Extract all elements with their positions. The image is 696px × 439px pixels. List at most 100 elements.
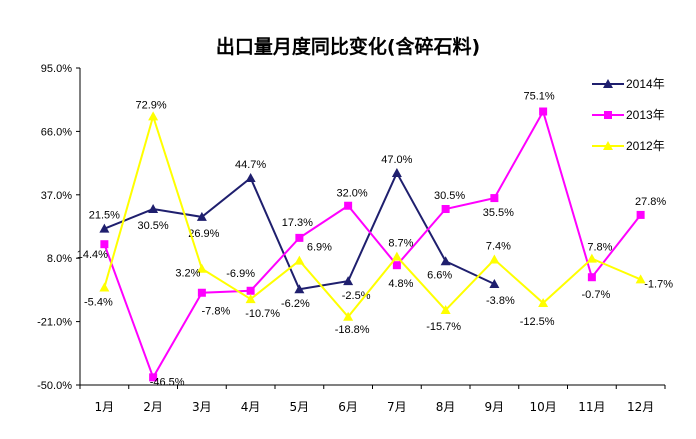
data-point xyxy=(245,294,256,304)
legend-item-2012: 2012年 xyxy=(592,130,682,161)
data-label: -6.2% xyxy=(281,298,310,310)
data-label: 27.8% xyxy=(635,196,666,208)
x-tick-label: 1月 xyxy=(95,400,115,414)
data-point xyxy=(149,373,158,382)
legend-label-2013: 2013年 xyxy=(626,108,665,122)
data-label: -1.7% xyxy=(644,278,673,290)
legend-key-2014 xyxy=(592,78,624,90)
data-point xyxy=(392,261,401,270)
data-label: 30.5% xyxy=(434,190,465,202)
data-label: 35.5% xyxy=(483,207,514,219)
data-point xyxy=(391,167,402,177)
x-tick-label: 3月 xyxy=(192,400,212,414)
y-tick-label: 95.0% xyxy=(41,63,72,75)
data-label: 26.9% xyxy=(188,228,219,240)
x-tick-label: 4月 xyxy=(241,400,261,414)
data-point xyxy=(245,172,256,182)
x-tick-label: 11月 xyxy=(578,400,605,414)
data-label: -46.5% xyxy=(150,376,185,388)
y-tick-label: 8.0% xyxy=(47,253,72,265)
data-label: 14.4% xyxy=(77,249,108,261)
data-label: -3.8% xyxy=(486,295,515,307)
data-point xyxy=(440,256,451,266)
x-tick-label: 5月 xyxy=(290,400,310,414)
series-line-2013年 xyxy=(103,108,642,380)
data-label: 4.8% xyxy=(388,278,413,290)
triangle-marker-icon xyxy=(603,140,613,150)
data-point xyxy=(343,276,354,286)
triangle-marker-icon xyxy=(603,78,613,88)
data-label: 3.2% xyxy=(175,268,200,280)
data-label: 30.5% xyxy=(138,220,169,232)
data-label: 72.9% xyxy=(136,99,167,111)
data-point xyxy=(99,223,110,233)
data-point xyxy=(489,278,500,288)
data-point xyxy=(586,253,597,263)
data-point xyxy=(587,273,596,282)
data-label: -6.9% xyxy=(226,268,255,280)
data-label: 7.4% xyxy=(486,241,511,253)
data-point xyxy=(295,233,304,242)
x-tick-label: 9月 xyxy=(485,400,505,414)
data-point xyxy=(538,298,549,308)
data-point xyxy=(148,204,159,214)
data-point xyxy=(489,254,500,264)
data-label: -7.8% xyxy=(202,306,231,318)
y-tick-label: -50.0% xyxy=(37,380,72,392)
y-tick-label: 66.0% xyxy=(41,126,72,138)
legend-key-2012 xyxy=(592,140,624,152)
data-label: 47.0% xyxy=(381,154,412,166)
data-label: -0.7% xyxy=(582,289,611,301)
data-label: 32.0% xyxy=(337,188,368,200)
data-label: 7.8% xyxy=(587,242,612,254)
x-tick-label: 12月 xyxy=(627,400,654,414)
data-point xyxy=(441,205,450,214)
data-point xyxy=(196,263,207,273)
chart-title: 出口量月度同比变化(含碎石料) xyxy=(215,36,481,58)
data-point xyxy=(490,194,499,203)
data-point xyxy=(148,111,159,121)
data-label: 44.7% xyxy=(235,159,266,171)
data-point xyxy=(246,286,255,295)
data-label: 6.9% xyxy=(307,242,332,254)
data-label: 8.7% xyxy=(388,238,413,250)
data-point xyxy=(391,251,402,261)
x-tick-label: 6月 xyxy=(338,400,358,414)
legend-item-2013: 2013年 xyxy=(592,99,682,130)
legend-key-2013 xyxy=(592,109,624,121)
data-point xyxy=(196,211,207,221)
data-point xyxy=(343,311,354,321)
data-label: 75.1% xyxy=(524,91,555,103)
legend-label-2012: 2012年 xyxy=(626,139,665,153)
data-label: 17.3% xyxy=(282,217,313,229)
data-point xyxy=(440,305,451,315)
series-line-2012年 xyxy=(103,112,642,319)
data-label: 21.5% xyxy=(89,210,120,222)
x-tick-label: 10月 xyxy=(529,400,556,414)
y-tick-label: 37.0% xyxy=(41,190,72,202)
data-point xyxy=(99,282,110,292)
y-tick-label: -21.0% xyxy=(37,317,72,329)
data-point xyxy=(636,210,645,219)
data-label: -12.5% xyxy=(520,316,555,328)
square-marker-icon xyxy=(604,110,612,119)
data-label: -2.5% xyxy=(342,290,371,302)
data-point xyxy=(539,107,548,116)
data-label: -10.7% xyxy=(245,308,280,320)
legend: 2014年 2013年 2012年 xyxy=(592,68,682,161)
data-point xyxy=(197,288,206,297)
data-point xyxy=(294,284,305,294)
data-label: -18.8% xyxy=(335,324,370,336)
data-point xyxy=(344,201,353,210)
x-tick-label: 8月 xyxy=(436,400,456,414)
data-point xyxy=(294,255,305,265)
data-label: -5.4% xyxy=(84,296,113,308)
data-label: 6.6% xyxy=(427,269,452,281)
data-point xyxy=(100,240,109,249)
legend-item-2014: 2014年 xyxy=(592,68,682,99)
data-point xyxy=(635,274,646,284)
x-tick-label: 7月 xyxy=(387,400,407,414)
x-tick-label: 2月 xyxy=(143,400,163,414)
data-label: -15.7% xyxy=(426,321,461,333)
